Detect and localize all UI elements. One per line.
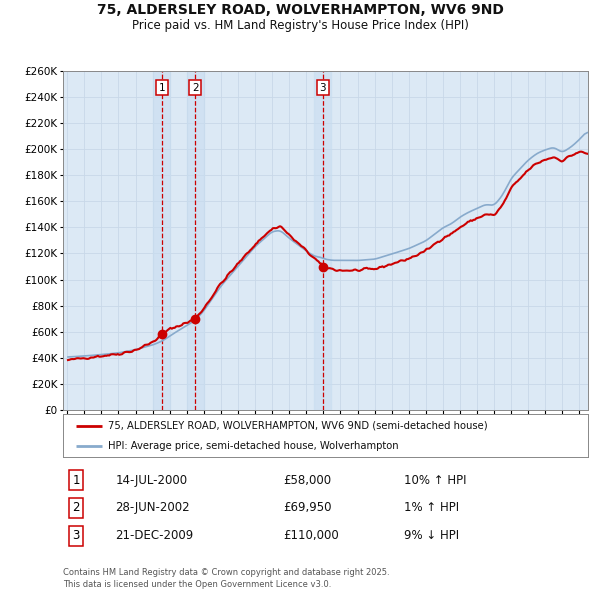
Text: 75, ALDERSLEY ROAD, WOLVERHAMPTON, WV6 9ND: 75, ALDERSLEY ROAD, WOLVERHAMPTON, WV6 9… — [97, 3, 503, 17]
Text: 1: 1 — [73, 474, 80, 487]
Text: 3: 3 — [73, 529, 80, 542]
Text: 2: 2 — [73, 502, 80, 514]
Text: 2: 2 — [192, 83, 199, 93]
Text: £69,950: £69,950 — [284, 502, 332, 514]
Text: Price paid vs. HM Land Registry's House Price Index (HPI): Price paid vs. HM Land Registry's House … — [131, 19, 469, 32]
Text: 21-DEC-2009: 21-DEC-2009 — [115, 529, 194, 542]
Text: 1% ↑ HPI: 1% ↑ HPI — [404, 502, 460, 514]
Text: HPI: Average price, semi-detached house, Wolverhampton: HPI: Average price, semi-detached house,… — [107, 441, 398, 451]
Text: 10% ↑ HPI: 10% ↑ HPI — [404, 474, 467, 487]
Bar — [187, 71, 203, 410]
Text: 3: 3 — [320, 83, 326, 93]
Text: Contains HM Land Registry data © Crown copyright and database right 2025.
This d: Contains HM Land Registry data © Crown c… — [63, 568, 389, 589]
Text: 14-JUL-2000: 14-JUL-2000 — [115, 474, 188, 487]
Bar — [314, 71, 331, 410]
Text: 1: 1 — [158, 83, 165, 93]
Text: £110,000: £110,000 — [284, 529, 339, 542]
Bar — [154, 71, 170, 410]
Text: 28-JUN-2002: 28-JUN-2002 — [115, 502, 190, 514]
Text: 9% ↓ HPI: 9% ↓ HPI — [404, 529, 460, 542]
Text: 75, ALDERSLEY ROAD, WOLVERHAMPTON, WV6 9ND (semi-detached house): 75, ALDERSLEY ROAD, WOLVERHAMPTON, WV6 9… — [107, 421, 487, 431]
Text: £58,000: £58,000 — [284, 474, 332, 487]
